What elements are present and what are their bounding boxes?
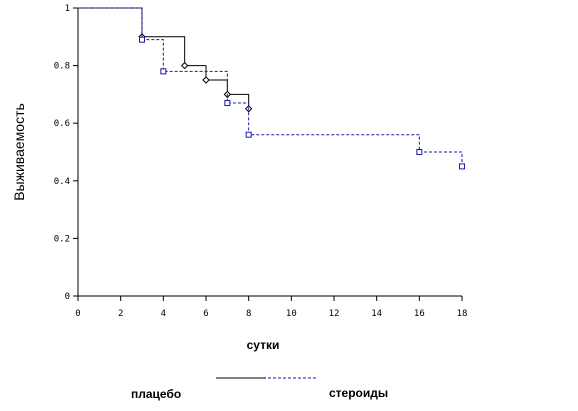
x-tick-label: 16 — [414, 309, 425, 319]
x-tick-label: 18 — [457, 309, 468, 319]
x-tick-label: 4 — [161, 309, 166, 319]
legend-label-placebo: плацебо — [131, 387, 181, 401]
data-point-steroids — [245, 131, 252, 138]
x-tick-label: 2 — [118, 309, 123, 319]
y-tick-label: 0.2 — [54, 234, 70, 244]
data-point-steroids — [416, 149, 423, 155]
x-tick-label: 8 — [246, 309, 251, 319]
x-tick-label: 0 — [75, 309, 80, 319]
data-point-steroids — [459, 163, 465, 170]
axes: 00.20.40.60.810 2 4 6 8 10 12 14 16 18 — [54, 4, 468, 319]
x-tick-label: 6 — [203, 309, 208, 319]
y-tick-label: 0.4 — [54, 177, 70, 187]
data-point-placebo — [180, 61, 189, 70]
series-layer — [78, 7, 465, 170]
y-tick-label: 1 — [65, 4, 70, 14]
y-axis-title: Выживаемость — [11, 103, 27, 201]
x-axis-title: сутки — [247, 338, 280, 352]
legend: плацебо стероиды — [131, 377, 388, 401]
x-tick-label: 14 — [371, 309, 382, 319]
y-tick-label: 0.6 — [54, 119, 70, 129]
data-point-placebo — [202, 76, 210, 84]
x-tick-label: 10 — [286, 309, 297, 319]
series-line-placebo — [78, 7, 250, 109]
series-line-steroids — [78, 7, 463, 167]
legend-label-steroids: стероиды — [329, 386, 388, 400]
data-point-steroids — [139, 36, 145, 43]
y-tick-label: 0.8 — [54, 62, 70, 72]
y-tick-label: 0 — [65, 292, 70, 302]
data-point-steroids — [224, 100, 231, 107]
data-point-steroids — [160, 68, 167, 75]
x-tick-label: 12 — [329, 309, 340, 319]
